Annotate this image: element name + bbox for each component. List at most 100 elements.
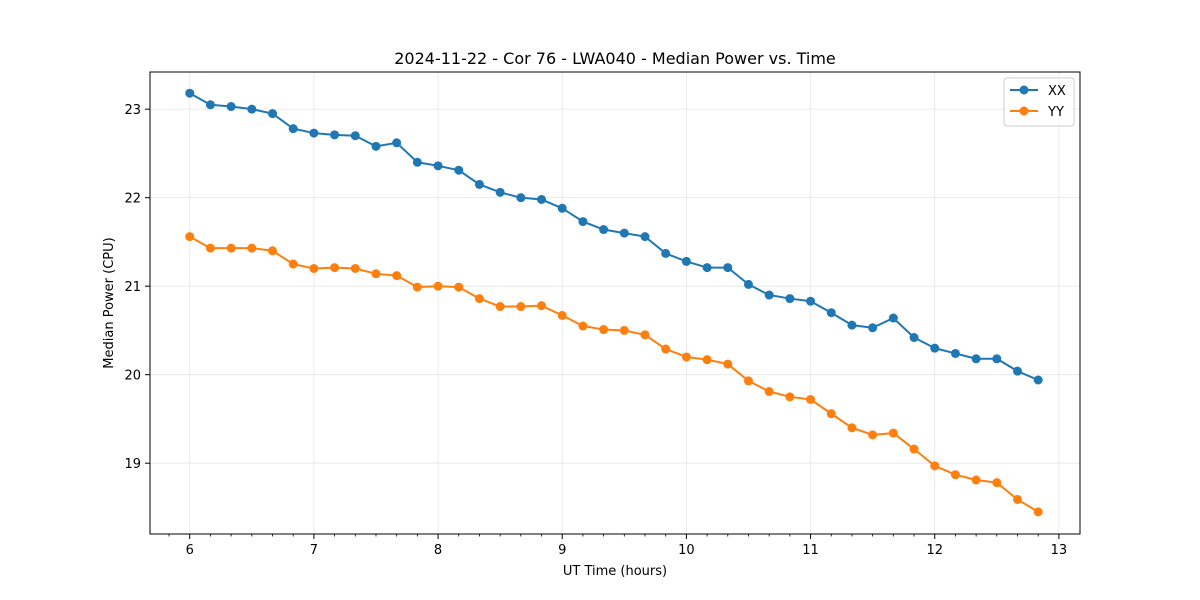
data-point-xx [330, 130, 340, 140]
data-point-xx [309, 128, 319, 138]
data-point-yy [806, 394, 816, 404]
data-point-yy [371, 269, 381, 279]
data-point-xx [578, 217, 588, 227]
x-tick-label: 13 [1051, 543, 1068, 558]
data-point-yy [288, 259, 298, 269]
data-point-xx [392, 138, 402, 148]
series-line-yy [189, 235, 1039, 513]
x-tick-label: 9 [558, 543, 566, 558]
data-point-xx [702, 263, 712, 273]
series-layer [185, 88, 1043, 517]
data-point-yy [185, 232, 195, 242]
data-point-yy [557, 310, 567, 320]
data-point-yy [433, 281, 443, 291]
y-axis-label: Median Power (CPU) [102, 237, 117, 368]
data-point-xx [806, 296, 816, 306]
data-point-yy [785, 392, 795, 402]
y-tick-label: 23 [124, 103, 141, 118]
data-point-yy [681, 352, 691, 362]
data-point-yy [309, 263, 319, 273]
legend-marker-xx [1019, 85, 1029, 95]
data-point-yy [847, 423, 857, 433]
y-tick-label: 20 [124, 369, 141, 384]
data-point-xx [474, 179, 484, 189]
x-tick-label: 10 [678, 543, 695, 558]
plot-frame [149, 71, 1081, 535]
data-point-yy [909, 444, 919, 454]
legend: XX YY [1003, 77, 1075, 127]
data-point-yy [454, 282, 464, 292]
data-point-yy [1033, 507, 1043, 517]
data-point-yy [619, 325, 629, 335]
data-point-xx [350, 131, 360, 141]
data-point-yy [743, 376, 753, 386]
data-point-yy [992, 478, 1002, 488]
data-point-xx [1013, 366, 1023, 376]
data-point-xx [888, 313, 898, 323]
data-point-yy [205, 243, 215, 253]
grid-layer [150, 72, 1080, 534]
data-point-xx [495, 187, 505, 197]
x-tick-label: 8 [434, 543, 442, 558]
data-point-xx [661, 248, 671, 258]
data-point-yy [392, 271, 402, 281]
data-point-xx [619, 228, 629, 238]
data-point-yy [537, 301, 547, 311]
data-point-yy [971, 475, 981, 485]
data-point-xx [992, 354, 1002, 364]
data-point-xx [226, 102, 236, 112]
data-point-yy [412, 282, 422, 292]
data-point-xx [599, 225, 609, 235]
data-point-xx [454, 165, 464, 175]
data-point-yy [868, 430, 878, 440]
data-point-xx [950, 348, 960, 358]
data-point-xx [743, 279, 753, 289]
data-point-yy [578, 321, 588, 331]
legend-label-xx: XX [1048, 84, 1066, 99]
data-point-xx [868, 323, 878, 333]
x-tick-label: 7 [310, 543, 318, 558]
data-point-xx [909, 333, 919, 343]
x-tick-label: 11 [802, 543, 819, 558]
data-point-xx [930, 343, 940, 353]
data-point-yy [1013, 494, 1023, 504]
data-point-yy [764, 387, 774, 397]
data-point-yy [826, 409, 836, 419]
chart-title: 2024-11-22 - Cor 76 - LWA040 - Median Po… [394, 49, 836, 68]
data-point-yy [268, 246, 278, 256]
tick-layer: 6 7 8 9 10 11 12 13 19 20 21 22 23 [124, 103, 1067, 558]
data-point-yy [226, 243, 236, 253]
data-point-yy [661, 344, 671, 354]
data-point-xx [433, 161, 443, 171]
data-point-xx [247, 104, 257, 114]
y-tick-label: 21 [124, 280, 141, 295]
y-tick-label: 22 [124, 192, 141, 207]
x-tick-label: 6 [186, 543, 194, 558]
data-point-yy [516, 302, 526, 312]
data-point-yy [599, 325, 609, 335]
data-point-xx [288, 124, 298, 134]
data-point-xx [516, 193, 526, 203]
legend-marker-yy [1019, 106, 1029, 116]
legend-label-yy: YY [1047, 105, 1064, 120]
data-point-xx [1033, 375, 1043, 385]
data-point-xx [723, 263, 733, 273]
data-point-xx [847, 320, 857, 330]
data-point-xx [826, 308, 836, 318]
data-point-xx [185, 88, 195, 98]
data-point-yy [350, 263, 360, 273]
data-point-xx [785, 294, 795, 304]
x-axis-label: UT Time (hours) [563, 564, 667, 579]
data-point-yy [474, 294, 484, 304]
data-point-xx [268, 109, 278, 119]
data-point-xx [557, 203, 567, 213]
data-point-xx [412, 157, 422, 167]
data-point-yy [930, 461, 940, 471]
x-tick-label: 12 [926, 543, 943, 558]
data-point-xx [640, 232, 650, 242]
data-point-yy [950, 470, 960, 480]
data-point-xx [537, 194, 547, 204]
data-point-yy [640, 330, 650, 340]
data-point-yy [330, 263, 340, 273]
